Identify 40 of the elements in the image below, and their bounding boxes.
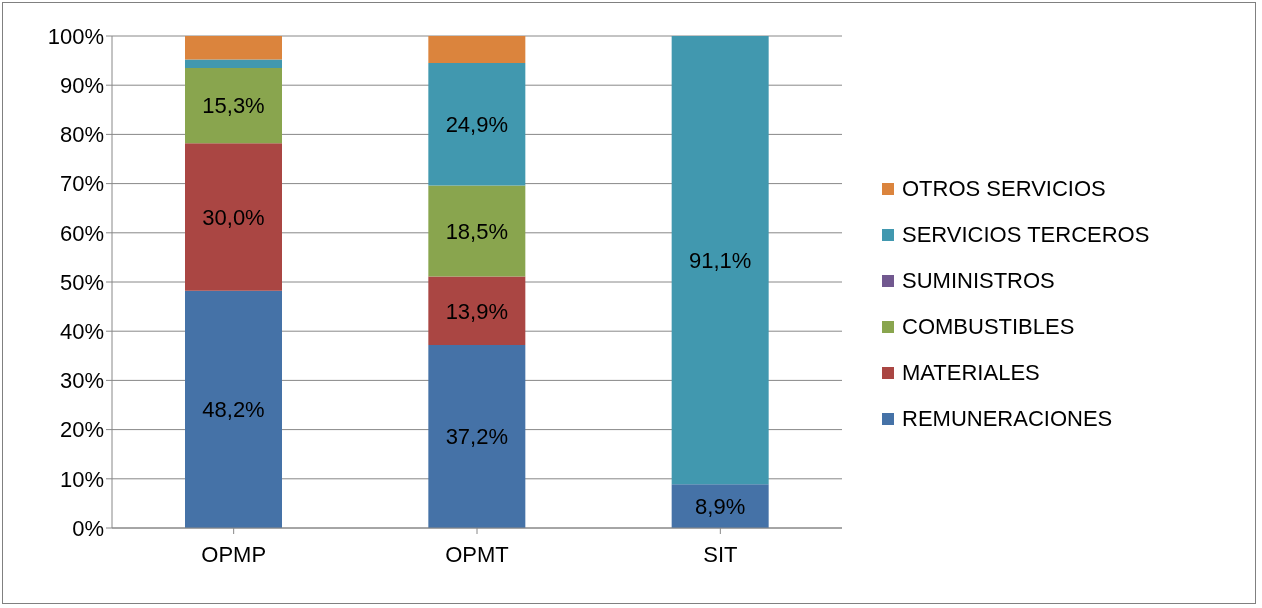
x-tick-label: SIT	[703, 541, 738, 567]
y-tick-label: 20%	[59, 417, 104, 443]
y-tick-label: 100%	[47, 23, 104, 49]
y-tick-label: 90%	[59, 73, 104, 99]
bar	[428, 63, 526, 186]
y-tick-label: 60%	[59, 220, 104, 246]
bar	[185, 36, 282, 60]
bar	[185, 290, 282, 528]
bar	[185, 143, 282, 291]
legend-label: MATERIALES	[902, 360, 1040, 386]
legend-label: REMUNERACIONES	[902, 406, 1113, 432]
y-tick-label: 0%	[72, 515, 104, 541]
bar	[428, 276, 526, 345]
data-label: 8,9%	[695, 493, 746, 519]
y-tick-label: 80%	[59, 122, 104, 148]
x-tick-label: OPMP	[201, 541, 267, 567]
y-tick-label: 40%	[59, 319, 104, 345]
legend-label: SERVICIOS TERCEROS	[902, 222, 1150, 248]
data-label: 30,0%	[202, 204, 265, 230]
data-label: 13,9%	[445, 298, 509, 324]
data-label: 18,5%	[445, 218, 509, 244]
data-label: 37,2%	[445, 424, 509, 450]
legend-label: OTROS SERVICIOS	[902, 176, 1106, 202]
bar	[428, 36, 526, 64]
bar	[428, 344, 526, 528]
legend-label: COMBUSTIBLES	[902, 314, 1075, 340]
y-tick-label: 70%	[59, 171, 104, 197]
data-label: 24,9%	[445, 112, 509, 138]
bar	[185, 59, 282, 68]
y-tick-label: 10%	[59, 466, 104, 492]
y-tick-label: 30%	[59, 368, 104, 394]
data-label: 91,1%	[688, 247, 752, 273]
data-label: 15,3%	[202, 93, 265, 119]
bar	[671, 36, 769, 485]
bar	[185, 67, 282, 144]
y-tick-label: 50%	[59, 269, 104, 295]
bar	[428, 185, 526, 277]
x-tick-label: OPMT	[445, 541, 509, 567]
data-label: 48,2%	[202, 397, 265, 423]
legend-label: SUMINISTROS	[902, 268, 1055, 294]
